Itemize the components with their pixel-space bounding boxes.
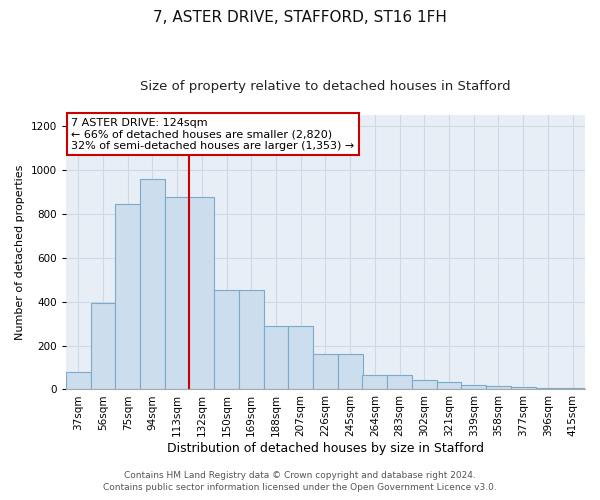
Bar (560, 388, 585, 390)
Y-axis label: Number of detached properties: Number of detached properties (15, 164, 25, 340)
Text: 7, ASTER DRIVE, STAFFORD, ST16 1FH: 7, ASTER DRIVE, STAFFORD, ST16 1FH (153, 10, 447, 25)
Bar (66, 372, 91, 390)
Bar (165, 198, 190, 390)
Bar (338, 354, 362, 390)
X-axis label: Distribution of detached houses by size in Stafford: Distribution of detached houses by size … (167, 442, 484, 455)
Text: Contains HM Land Registry data © Crown copyright and database right 2024.
Contai: Contains HM Land Registry data © Crown c… (103, 471, 497, 492)
Bar (140, 178, 165, 390)
Title: Size of property relative to detached houses in Stafford: Size of property relative to detached ho… (140, 80, 511, 93)
Bar (214, 290, 239, 390)
Bar (362, 374, 387, 390)
Bar (263, 326, 289, 390)
Bar (511, 388, 536, 390)
Bar (91, 302, 115, 390)
Bar (536, 388, 560, 390)
Bar (437, 382, 461, 390)
Bar (412, 380, 437, 390)
Bar (387, 374, 412, 390)
Bar (313, 354, 338, 390)
Bar (289, 326, 313, 390)
Bar (239, 290, 263, 390)
Text: 7 ASTER DRIVE: 124sqm
← 66% of detached houses are smaller (2,820)
32% of semi-d: 7 ASTER DRIVE: 124sqm ← 66% of detached … (71, 118, 354, 151)
Bar (190, 198, 214, 390)
Bar (461, 384, 486, 390)
Bar (115, 204, 140, 390)
Bar (486, 386, 511, 390)
